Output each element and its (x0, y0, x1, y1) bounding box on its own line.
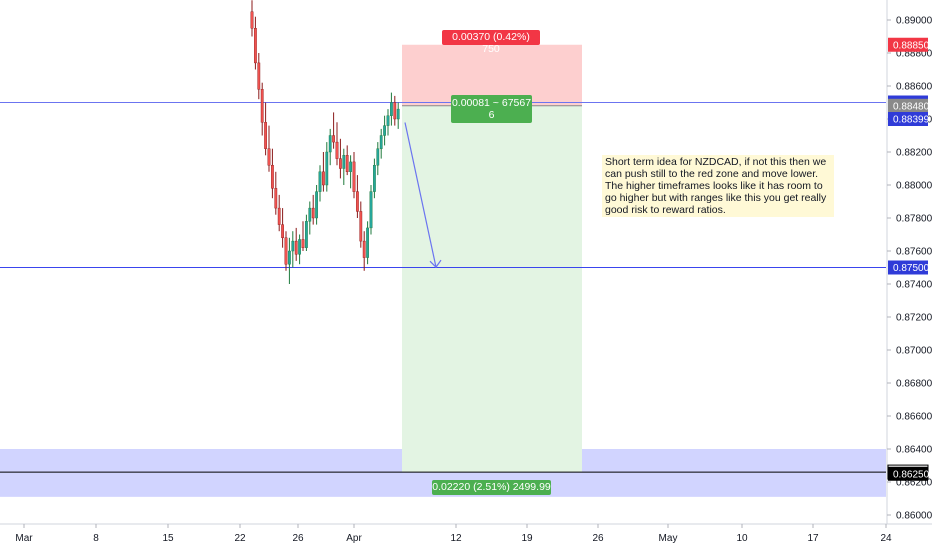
x-tick-label-5: Apr (346, 533, 362, 544)
y-tick-label-5: 0.88000 (896, 181, 932, 192)
candle-body-12 (291, 240, 295, 252)
price-tag-0 (888, 37, 928, 52)
y-tick-label-1: 0.88800 (896, 49, 932, 60)
price-tag-2 (888, 98, 928, 113)
candle-body-35 (369, 191, 373, 229)
x-tick-label-6: 12 (450, 533, 462, 544)
candle-body-22 (325, 151, 329, 186)
price-tag-label-3: 0.88399 (893, 115, 930, 126)
candle-body-29 (349, 161, 352, 172)
candle-body-14 (298, 239, 301, 255)
candle-body-27 (342, 155, 346, 169)
x-tick-label-11: 17 (807, 533, 819, 544)
price-tag-label-2: 0.88480 (893, 101, 930, 112)
y-tick-label-8: 0.87400 (896, 280, 932, 291)
y-tick-label-14: 0.86200 (896, 478, 932, 489)
reward-zone (402, 105, 582, 473)
candle-body-8 (277, 207, 281, 225)
y-tick-label-15: 0.86000 (896, 511, 932, 522)
y-tick-label-13: 0.86400 (896, 445, 932, 456)
price-tag-3 (888, 112, 928, 126)
reward-label: 0.02220 (2.51%) 2499.99 (432, 480, 551, 495)
x-tick-label-2: 15 (162, 533, 174, 544)
candle-body-38 (379, 135, 383, 149)
candle-body-17 (308, 207, 312, 222)
x-tick-label-8: 26 (592, 533, 604, 544)
candle-body-7 (274, 188, 278, 209)
x-tick-label-12: 24 (880, 533, 892, 544)
candle-body-4 (264, 122, 267, 149)
projection-arrowhead (429, 259, 442, 269)
y-tick-label-6: 0.87800 (896, 214, 932, 225)
x-tick-label-4: 26 (292, 533, 304, 544)
candle-body-43 (396, 108, 400, 120)
candle-body-39 (383, 125, 386, 136)
candle-body-9 (281, 224, 284, 239)
candle-body-0 (250, 11, 254, 29)
candle-body-5 (267, 148, 271, 166)
price-tag-label-6: 0.86250 (893, 469, 930, 480)
candle-body-24 (332, 135, 335, 143)
x-tick-label-7: 19 (521, 533, 533, 544)
candle-body-42 (393, 102, 397, 120)
y-tick-label-4: 0.88200 (896, 148, 932, 159)
position-open-label-line1: 0.00081 ~ 67567 (451, 97, 532, 109)
candle-body-19 (315, 191, 318, 219)
candle-body-25 (335, 141, 339, 159)
price-tag-4 (888, 260, 928, 275)
candle-body-36 (373, 164, 376, 192)
candle-body-16 (305, 221, 308, 248)
x-tick-label-3: 22 (234, 533, 246, 544)
candle-body-41 (390, 102, 393, 116)
candle-body-6 (271, 164, 274, 189)
y-tick-label-2: 0.88600 (896, 82, 932, 93)
candle-body-23 (328, 135, 332, 153)
candle-body-20 (318, 171, 322, 192)
candle-body-33 (362, 240, 366, 258)
candle-body-1 (253, 28, 257, 64)
y-tick-label-0: 0.89000 (896, 16, 932, 27)
y-tick-label-7: 0.87600 (896, 247, 932, 258)
candle-body-34 (366, 227, 369, 258)
price-tag-6 (888, 466, 928, 481)
risk-label: 0.00370 (0.42%) 750 (442, 30, 540, 55)
y-tick-label-11: 0.86800 (896, 379, 932, 390)
y-tick-label-10: 0.87000 (896, 346, 932, 357)
candle-body-30 (352, 161, 356, 192)
candle-body-21 (322, 171, 325, 186)
candle-body-28 (345, 155, 349, 173)
y-tick-label-9: 0.87200 (896, 313, 932, 324)
candle-body-3 (260, 89, 264, 123)
price-tag-label-0: 0.88850 (893, 40, 930, 51)
x-tick-label-1: 8 (93, 533, 99, 544)
candle-body-40 (386, 115, 390, 126)
price-tag-label-4: 0.87500 (893, 263, 930, 274)
y-tick-label-12: 0.86600 (896, 412, 932, 423)
idea-note: Short term idea for NZDCAD, if not this … (602, 155, 834, 217)
projection-arrow (404, 122, 437, 268)
candle-body-11 (288, 250, 291, 265)
candle-body-32 (359, 211, 363, 242)
x-tick-label-9: May (659, 533, 678, 544)
candle-body-10 (284, 237, 288, 265)
candle-body-15 (301, 239, 305, 248)
x-tick-label-0: Mar (15, 533, 33, 544)
position-open-label-line2: 6 (488, 109, 495, 121)
candle-body-26 (339, 158, 342, 169)
candle-body-31 (356, 191, 359, 212)
x-tick-label-10: 10 (736, 533, 748, 544)
position-open-label: 0.00081 ~ 67567 6 (451, 95, 532, 123)
candle-body-18 (311, 207, 315, 219)
candle-body-13 (294, 240, 298, 255)
candle-body-37 (376, 148, 380, 166)
candle-body-2 (257, 62, 261, 90)
